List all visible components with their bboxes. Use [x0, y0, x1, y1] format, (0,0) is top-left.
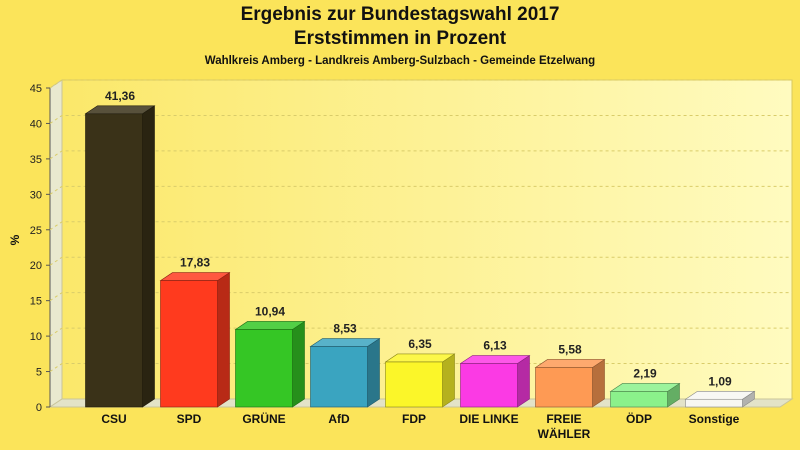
- y-tick-label: 35: [30, 154, 42, 166]
- y-tick-label: 0: [36, 402, 42, 414]
- bar: [534, 358, 606, 408]
- bar: [84, 105, 156, 408]
- x-tick-label: SPD: [177, 412, 202, 426]
- bar-value-label: 8,53: [333, 322, 357, 336]
- bar-top: [309, 338, 381, 347]
- x-tick-label: Sonstige: [689, 412, 740, 426]
- gridline: [49, 150, 792, 160]
- bar: [309, 337, 381, 408]
- bar: [684, 390, 756, 408]
- bar-top: [609, 383, 681, 392]
- gridline: [49, 292, 792, 302]
- bar-value-label: 1,09: [708, 374, 732, 388]
- bar-side: [517, 354, 530, 408]
- bar-front: [85, 113, 143, 408]
- y-axis-label: %: [8, 234, 22, 245]
- bar-value-label: 6,13: [483, 339, 507, 353]
- y-tick-label: 15: [30, 296, 42, 308]
- chart-subtitle: Wahlkreis Amberg - Landkreis Amberg-Sulz…: [204, 55, 596, 67]
- gridline: [49, 79, 792, 89]
- bar-front: [310, 346, 368, 408]
- gridline: [49, 327, 792, 337]
- y-tick-label: 5: [36, 367, 42, 379]
- bar-front: [385, 361, 443, 408]
- bar-top: [459, 355, 531, 364]
- bar-side: [367, 337, 380, 408]
- bar-value-label: 17,83: [180, 256, 210, 270]
- bar-top: [234, 321, 306, 330]
- x-tick-label: AfD: [328, 412, 350, 426]
- bar-side: [142, 105, 155, 408]
- gridline: [49, 221, 792, 231]
- bar: [384, 353, 456, 408]
- chart-title: Ergebnis zur Bundestagswahl 2017: [240, 4, 560, 25]
- gridline: [49, 185, 792, 195]
- chart-title-line2: Erststimmen in Prozent: [293, 28, 507, 49]
- bar-value-label: 41,36: [105, 89, 135, 103]
- bar-top: [534, 359, 606, 368]
- y-tick-label: 20: [30, 260, 42, 272]
- gridline: [49, 114, 792, 124]
- bar-value-label: 6,35: [408, 337, 432, 351]
- bar-front: [460, 363, 518, 408]
- y-tick-label: 40: [30, 118, 42, 130]
- y-tick-label: 10: [30, 331, 42, 343]
- y-tick-label: 25: [30, 225, 42, 237]
- gridline: [49, 363, 792, 372]
- x-tick-label: GRÜNE: [242, 411, 285, 426]
- bar-value-label: 10,94: [255, 304, 285, 318]
- x-tick-label: CSU: [101, 412, 126, 426]
- y-tick-label: 45: [30, 83, 42, 95]
- gridline: [49, 256, 792, 266]
- bar-value-label: 5,58: [558, 342, 582, 356]
- x-tick-label: ÖDP: [626, 411, 652, 426]
- bar-front: [685, 398, 743, 408]
- bar-side: [442, 353, 455, 408]
- bar: [459, 354, 531, 408]
- bar-front: [235, 329, 293, 408]
- bar-top: [384, 353, 456, 363]
- bar-side: [217, 272, 230, 408]
- y-tick-label: 30: [30, 189, 42, 201]
- bar: [159, 272, 231, 408]
- x-tick-label: DIE LINKE: [459, 412, 518, 426]
- bar-side: [292, 320, 305, 408]
- plot-side-wall: [49, 79, 63, 408]
- bar-front: [535, 367, 593, 408]
- bar-top: [159, 272, 231, 281]
- x-tick-label: FDP: [402, 412, 426, 426]
- bar-top: [684, 390, 756, 400]
- x-tick-label: FREIE WÄHLER: [538, 412, 591, 441]
- bar-front: [160, 280, 218, 408]
- bar: [234, 320, 306, 408]
- bar: [609, 382, 681, 408]
- bar-front: [610, 391, 668, 408]
- bar-top: [84, 105, 156, 115]
- bar-value-label: 2,19: [633, 366, 657, 380]
